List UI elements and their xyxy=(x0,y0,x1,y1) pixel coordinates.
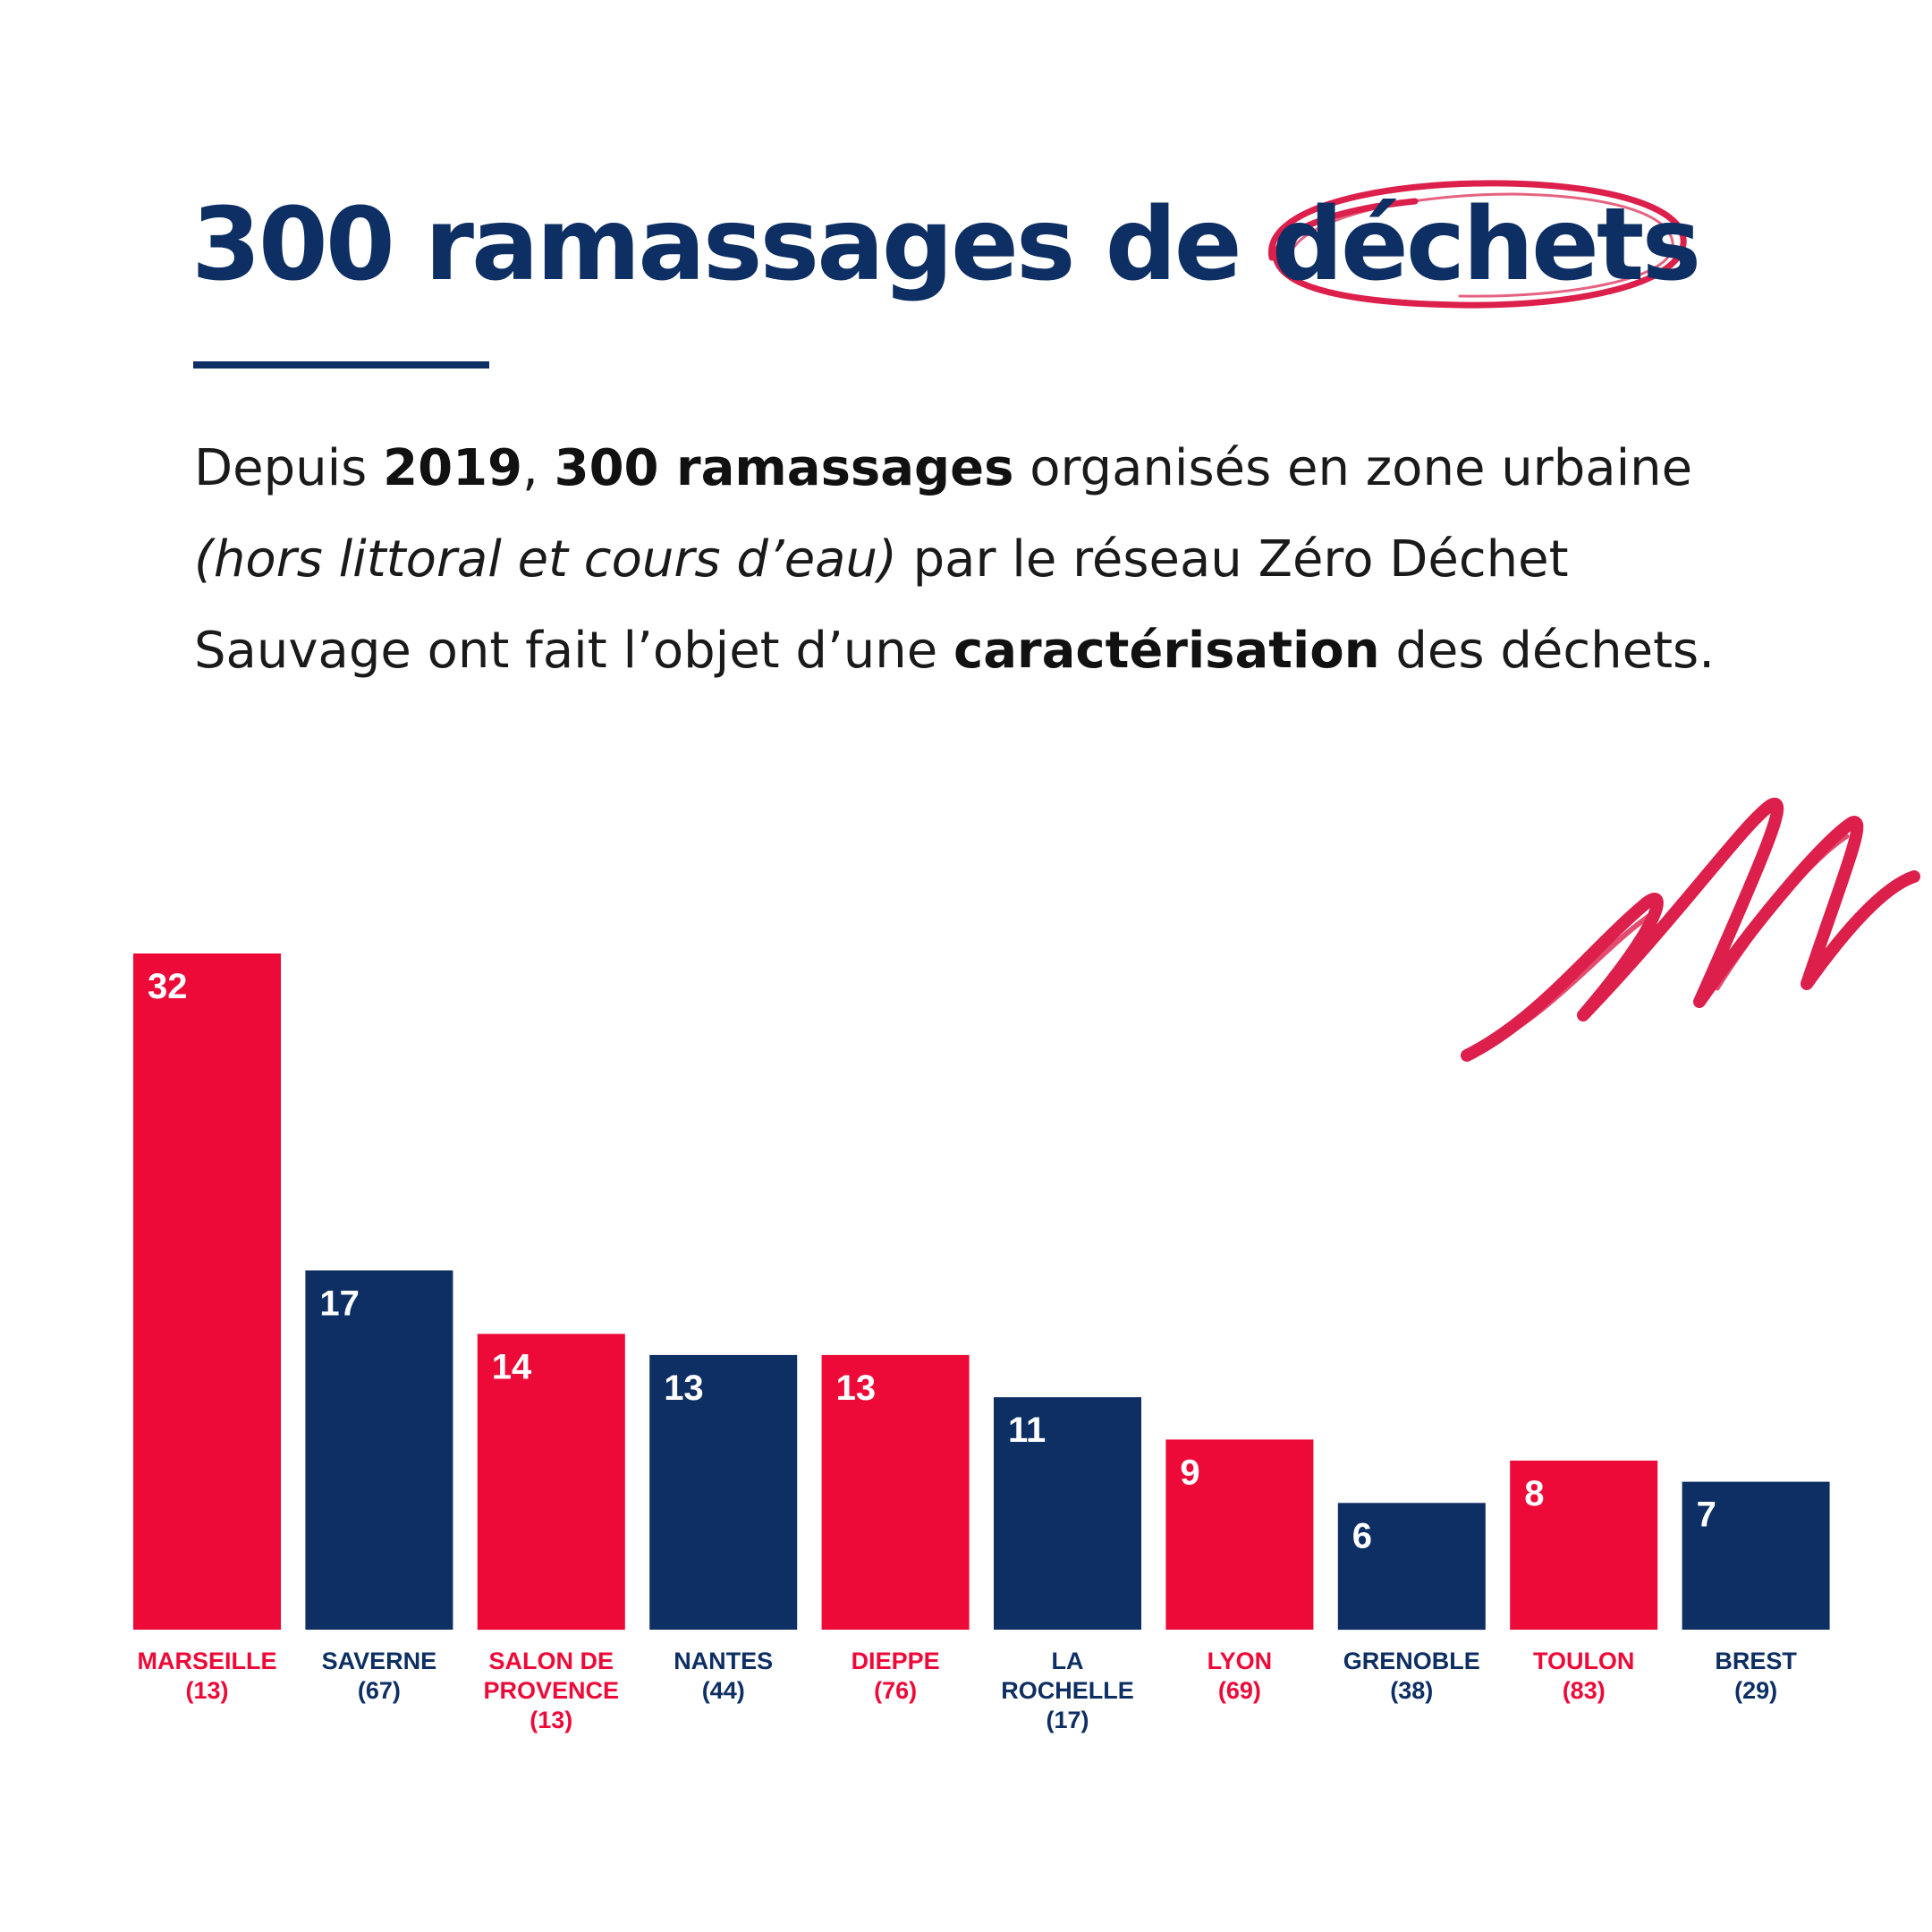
category-label: (17) xyxy=(1046,1707,1089,1733)
title-underline xyxy=(193,361,489,369)
bar-5 xyxy=(994,1397,1141,1630)
category-label: SALON DE xyxy=(489,1648,614,1674)
bar-2 xyxy=(477,1334,625,1631)
bar-8 xyxy=(1510,1461,1658,1630)
category-label: LYON xyxy=(1208,1648,1273,1674)
intro-keyword: caractérisation xyxy=(953,622,1380,680)
intro-text-5: des déchets. xyxy=(1379,622,1716,680)
bar-value-label: 8 xyxy=(1524,1474,1544,1513)
bar-value-label: 11 xyxy=(1008,1411,1046,1450)
intro-paragraph: Depuis 2019, 300 ramassages organisés en… xyxy=(194,423,1786,697)
category-label: (67) xyxy=(358,1677,401,1704)
category-label: GRENOBLE xyxy=(1343,1648,1480,1674)
category-label: (38) xyxy=(1390,1677,1433,1704)
intro-aside: (hors littoral et cours d’eau) xyxy=(194,530,897,589)
bar-value-label: 9 xyxy=(1180,1453,1199,1492)
category-label: ROCHELLE xyxy=(1001,1677,1134,1704)
category-label: NANTES xyxy=(674,1648,773,1674)
intro-text-4: par le réseau Zéro Déchet Sauvage ont fa… xyxy=(194,530,1569,680)
intro-count: 300 ramassages xyxy=(554,439,1014,497)
category-label: (69) xyxy=(1218,1677,1261,1704)
bar-value-label: 13 xyxy=(836,1368,877,1408)
bar-4 xyxy=(821,1354,970,1630)
bar-3 xyxy=(649,1354,798,1630)
category-label: TOULON xyxy=(1533,1648,1635,1674)
category-label: SAVERNE xyxy=(322,1648,437,1674)
intro-text-1: Depuis xyxy=(194,439,384,497)
title-highlight-text: déchets xyxy=(1271,187,1701,303)
bar-9 xyxy=(1682,1481,1830,1630)
category-label: (44) xyxy=(702,1677,745,1704)
bar-0 xyxy=(133,953,281,1630)
category-label: PROVENCE xyxy=(484,1677,620,1704)
bar-value-label: 13 xyxy=(664,1368,704,1408)
category-label: (76) xyxy=(874,1677,917,1704)
bar-value-label: 14 xyxy=(492,1347,532,1386)
category-label: (83) xyxy=(1563,1677,1606,1704)
bar-1 xyxy=(305,1270,453,1630)
category-label: (13) xyxy=(185,1677,228,1704)
category-label: BREST xyxy=(1715,1648,1797,1674)
category-label: (29) xyxy=(1734,1677,1777,1704)
bar-7 xyxy=(1337,1503,1486,1631)
bar-value-label: 7 xyxy=(1697,1496,1716,1535)
category-label: (13) xyxy=(530,1707,572,1733)
intro-text-2: , xyxy=(522,439,555,497)
bar-6 xyxy=(1165,1439,1314,1630)
bar-value-label: 17 xyxy=(319,1284,360,1323)
category-label: LA xyxy=(1052,1648,1084,1674)
page-title: 300 ramassages de déchets xyxy=(191,180,1701,309)
category-label: DIEPPE xyxy=(852,1648,940,1674)
title-main: 300 ramassages de xyxy=(191,187,1272,303)
bar-value-label: 32 xyxy=(148,967,188,1006)
category-label: MARSEILLE xyxy=(137,1648,276,1674)
bar-value-label: 6 xyxy=(1352,1516,1372,1555)
intro-text-3: organisés en zone urbaine xyxy=(1013,439,1693,497)
intro-year: 2019 xyxy=(383,439,523,497)
title-highlight: déchets xyxy=(1267,180,1701,309)
zigzag-scribble-icon xyxy=(1461,797,1920,1062)
